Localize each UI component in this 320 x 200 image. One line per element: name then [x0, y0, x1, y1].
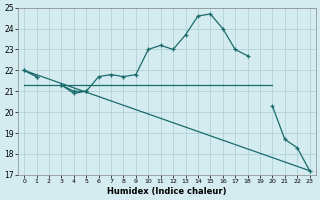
X-axis label: Humidex (Indice chaleur): Humidex (Indice chaleur) — [107, 187, 227, 196]
